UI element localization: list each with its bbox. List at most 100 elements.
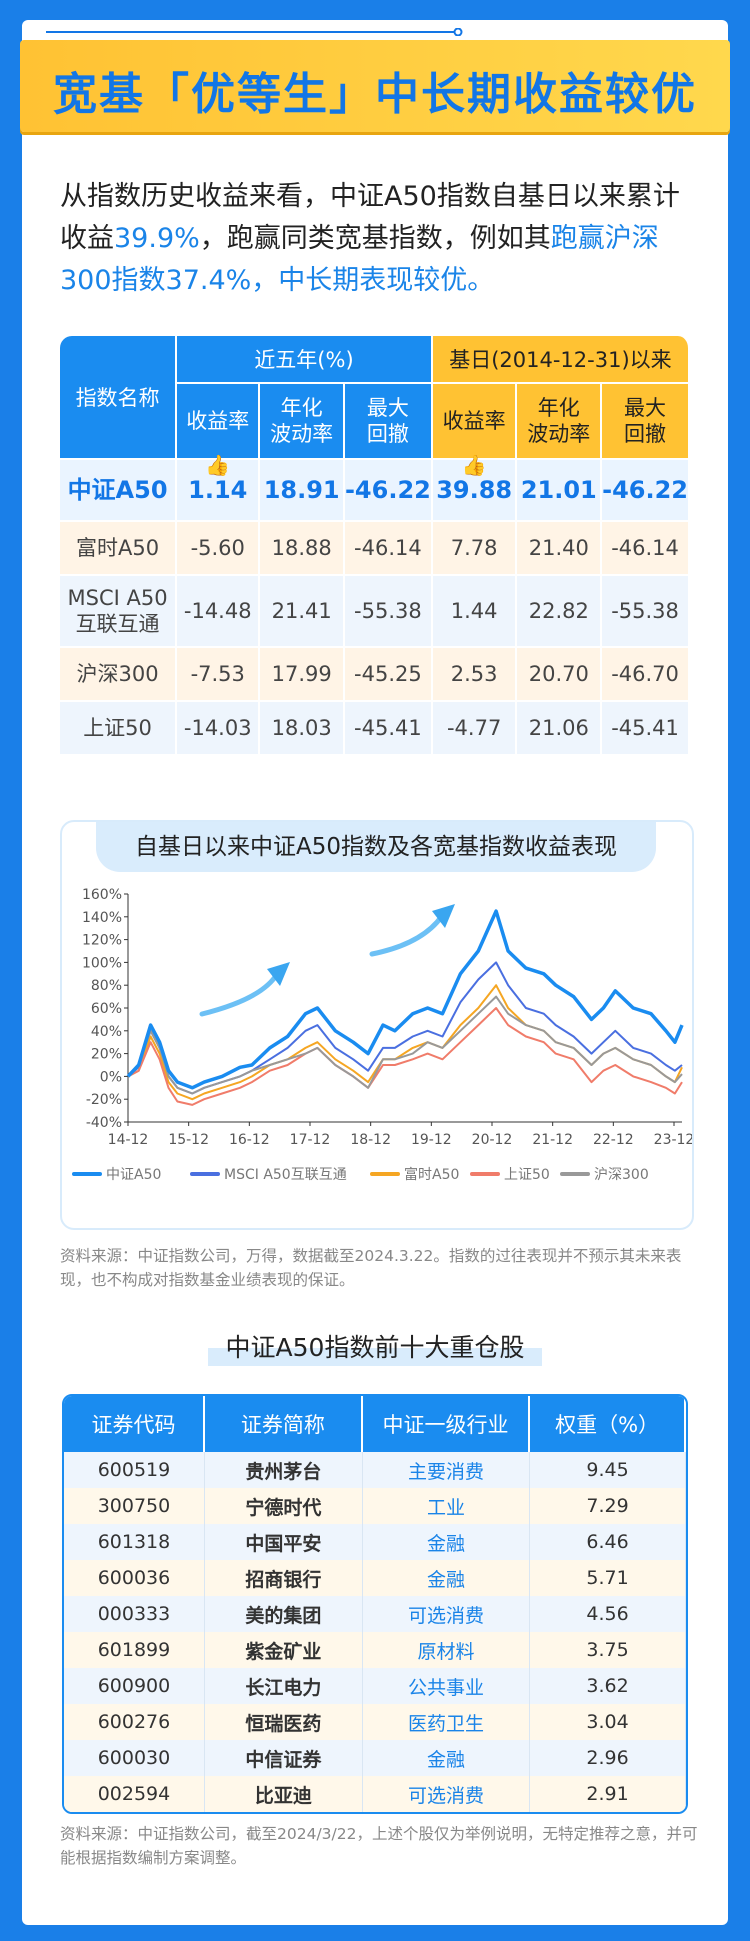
trend-arrow-icon [199, 971, 280, 1017]
stock-name: 宁德时代 [204, 1488, 363, 1524]
index-name: 中证A50 [60, 460, 178, 522]
stock-weight: 3.75 [530, 1632, 686, 1668]
holdings-table: 证券代码 证券简称 中证一级行业 权重（%） 600519 贵州茅台 主要消费 9.45 30… [62, 1394, 688, 1814]
group-since-inception: 基日(2014-12-31)以来 [432, 336, 690, 384]
trend-arrow-head-icon [432, 904, 455, 928]
index-value: -45.41 [344, 702, 433, 756]
index-value: 18.88 [260, 522, 345, 576]
stock-weight: 3.04 [530, 1704, 686, 1740]
holding-row: 002594 比亚迪 可选消费 2.91 [64, 1776, 686, 1812]
x-tick-label: 19-12 [411, 1132, 452, 1148]
index-value: 2.53 [432, 648, 518, 702]
subheader-4: 年化 波动率 [517, 384, 603, 460]
subheader-1: 年化 波动率 [260, 384, 345, 460]
holdings-title-text: 中证A50指数前十大重仓股 [207, 1326, 543, 1366]
chart-source-note: 资料来源：中证指数公司，万得，数据截至2024.3.22。指数的过往表现并不预示… [60, 1247, 682, 1289]
holdings-header: 中证一级行业 [362, 1396, 531, 1452]
x-tick-label: 22-12 [593, 1132, 634, 1148]
index-value: 7.78 [432, 522, 518, 576]
index-value: 17.99 [260, 648, 345, 702]
stock-name: 中国平安 [204, 1524, 363, 1560]
index-value: -55.38 [344, 576, 433, 648]
y-tick-label: 100% [82, 955, 122, 971]
index-value: 21.01 [517, 460, 603, 522]
group-five-year: 近五年(%) [177, 336, 433, 384]
stock-weight: 4.56 [530, 1596, 686, 1632]
index-value: -45.41 [602, 702, 690, 756]
y-tick-label: -40% [86, 1115, 122, 1131]
thumbs-up-icon: 👍 [461, 453, 487, 477]
x-tick-label: 17-12 [290, 1132, 331, 1148]
stock-industry: 主要消费 [362, 1452, 531, 1488]
subheader-3: 收益率 [432, 384, 518, 460]
holding-row: 000333 美的集团 可选消费 4.56 [64, 1596, 686, 1632]
index-value: 20.70 [517, 648, 603, 702]
intro-highlight-2: 跑赢沪深300指数37.4%，中长期表现较优。 [60, 223, 659, 296]
index-row: 富时A50 -5.60 18.88 -46.14 7.78 21.40 -46.14 [60, 522, 690, 576]
stock-code: 600276 [64, 1704, 205, 1740]
index-value: 21.41 [260, 576, 345, 648]
x-tick-label: 20-12 [472, 1132, 513, 1148]
stock-industry: 原材料 [362, 1632, 531, 1668]
stock-name: 比亚迪 [204, 1776, 363, 1812]
intro-part-1: 从指数历史收益来看，中证A50指数自基日以来累计收益 [60, 181, 680, 254]
index-value: -46.14 [344, 522, 433, 576]
x-tick-label: 18-12 [350, 1132, 391, 1148]
index-value: 21.06 [517, 702, 603, 756]
stock-name: 紫金矿业 [204, 1632, 363, 1668]
y-tick-label: 80% [91, 978, 122, 994]
x-tick-label: 21-12 [532, 1132, 573, 1148]
holding-row: 600276 恒瑞医药 医药卫生 3.04 [64, 1704, 686, 1740]
index-value: 21.40 [517, 522, 603, 576]
stock-name: 中信证券 [204, 1740, 363, 1776]
stock-code: 600030 [64, 1740, 205, 1776]
index-value: -5.60 [177, 522, 261, 576]
y-tick-label: 20% [91, 1047, 122, 1063]
index-value: -4.77 [432, 702, 518, 756]
stock-industry: 工业 [362, 1488, 531, 1524]
y-tick-label: 40% [91, 1024, 122, 1040]
thumbs-up-icon: 👍 [205, 453, 231, 477]
stock-name: 恒瑞医药 [204, 1704, 363, 1740]
index-row: 沪深300 -7.53 17.99 -45.25 2.53 20.70 -46.70 [60, 648, 690, 702]
stock-code: 300750 [64, 1488, 205, 1524]
stock-industry: 公共事业 [362, 1668, 531, 1704]
stock-weight: 5.71 [530, 1560, 686, 1596]
y-tick-label: -20% [86, 1092, 122, 1108]
holdings-header: 权重（%） [530, 1396, 686, 1452]
x-tick-label: 15-12 [168, 1132, 209, 1148]
stock-code: 000333 [64, 1596, 205, 1632]
holding-row: 601318 中国平安 金融 6.46 [64, 1524, 686, 1560]
x-tick-label: 23-12 [654, 1132, 692, 1148]
subheader-5: 最大 回撤 [602, 384, 690, 460]
stock-code: 601899 [64, 1632, 205, 1668]
y-tick-label: 160% [82, 887, 122, 903]
header-banner: 宽基「优等生」中长期收益较优 [20, 40, 730, 132]
stock-weight: 2.96 [530, 1740, 686, 1776]
index-name: 富时A50 [60, 522, 178, 576]
holding-row: 600519 贵州茅台 主要消费 9.45 [64, 1452, 686, 1488]
stock-code: 600519 [64, 1452, 205, 1488]
legend-label: MSCI A50互联互通 [224, 1167, 347, 1183]
index-name: MSCI A50 互联互通 [60, 576, 178, 648]
stock-name: 长江电力 [204, 1668, 363, 1704]
stock-weight: 3.62 [530, 1668, 686, 1704]
stock-industry: 金融 [362, 1740, 531, 1776]
intro-highlight-1: 39.9% [114, 223, 200, 254]
index-value: -46.70 [602, 648, 690, 702]
holdings-source-note: 资料来源：中证指数公司，截至2024/3/22，上述个股仅为举例说明，无特定推荐… [60, 1825, 698, 1867]
stock-industry: 可选消费 [362, 1596, 531, 1632]
holding-row: 600030 中信证券 金融 2.96 [64, 1740, 686, 1776]
stock-name: 贵州茅台 [204, 1452, 363, 1488]
stock-weight: 2.91 [530, 1776, 686, 1812]
holding-row: 600036 招商银行 金融 5.71 [64, 1560, 686, 1596]
index-row: 上证50 -14.03 18.03 -45.41 -4.77 21.06 -45.41 [60, 702, 690, 756]
index-row: 中证A50 👍 1.14 18.91 -46.22 👍 39.88 21.01 -46.22 [60, 454, 690, 522]
holding-row: 600900 长江电力 公共事业 3.62 [64, 1668, 686, 1704]
index-value: -55.38 [602, 576, 690, 648]
legend-label: 上证50 [504, 1167, 550, 1183]
subheader-0: 收益率 [177, 384, 261, 460]
subheader-2: 最大 回撤 [344, 384, 433, 460]
stock-industry: 金融 [362, 1524, 531, 1560]
stock-name: 招商银行 [204, 1560, 363, 1596]
